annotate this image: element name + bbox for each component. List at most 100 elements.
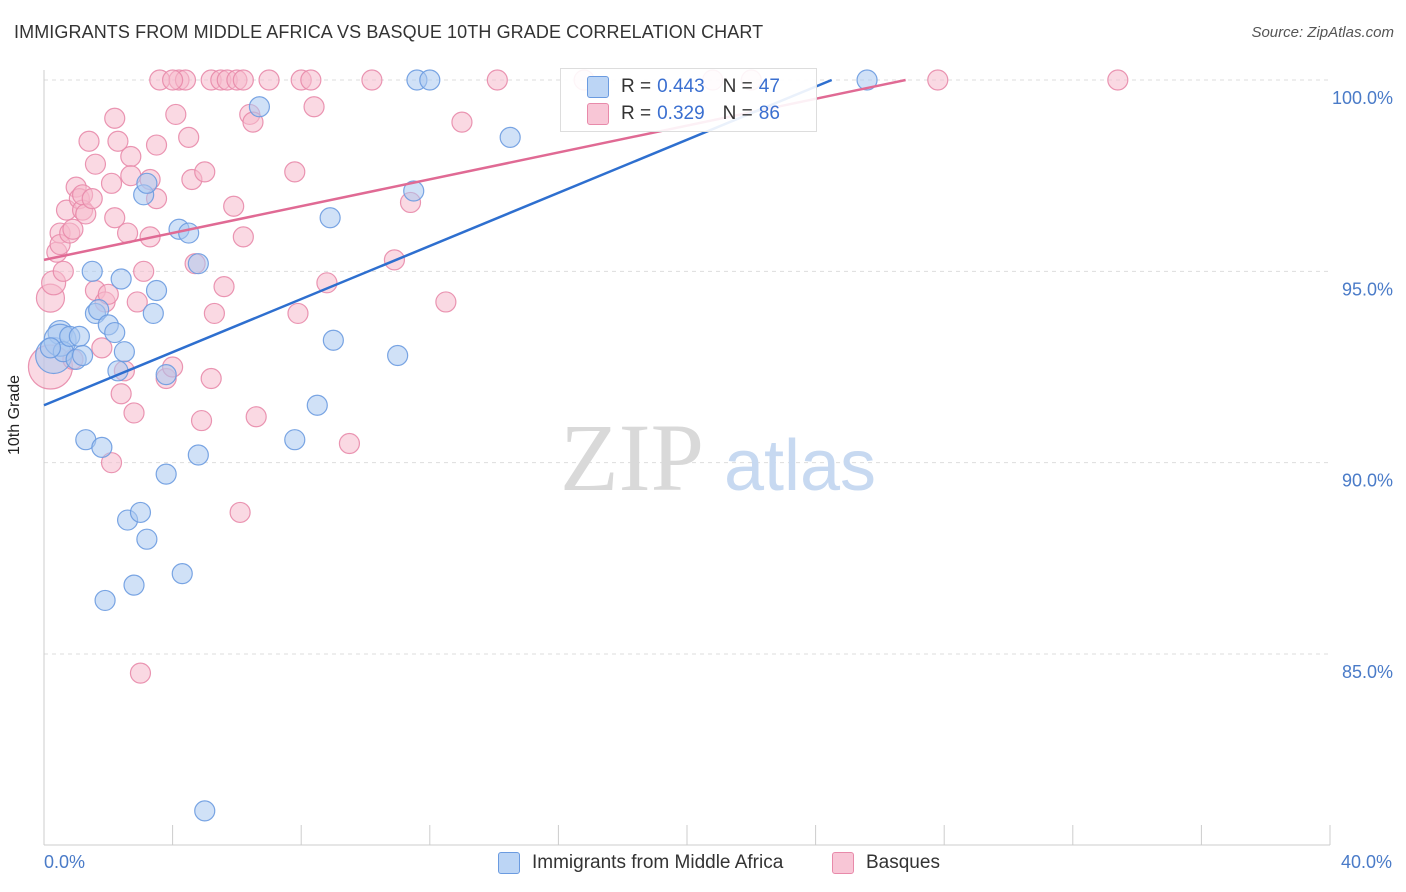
data-point <box>136 172 158 194</box>
data-point <box>104 321 126 344</box>
bottom-legend: Immigrants from Middle Africa Basques <box>0 852 1406 878</box>
legend-swatch-blue <box>587 76 609 98</box>
data-point <box>120 145 142 168</box>
data-point <box>94 589 116 612</box>
data-point <box>403 180 425 202</box>
data-point <box>100 172 123 194</box>
grid-lines <box>44 79 1330 655</box>
data-point <box>104 207 126 229</box>
data-point <box>129 662 152 684</box>
data-point <box>136 528 158 550</box>
data-point <box>1107 69 1129 91</box>
data-point <box>232 69 254 91</box>
data-point <box>78 130 100 152</box>
data-point <box>435 291 457 313</box>
data-point <box>52 260 74 282</box>
data-point <box>187 444 209 466</box>
x-axis-max-label: 40.0% <box>1340 852 1392 872</box>
bottom-legend-label: Basques <box>866 852 940 873</box>
data-point <box>319 207 341 229</box>
y-tick-label: 95.0% <box>1342 279 1393 299</box>
data-point <box>113 341 135 363</box>
y-tick-label: 85.0% <box>1342 662 1393 682</box>
data-point <box>155 364 177 386</box>
data-point <box>97 283 119 305</box>
legend-row-middle-africa: R = 0.443 N = 47 <box>587 74 780 100</box>
legend-n-label: N = <box>722 103 753 124</box>
watermark-zip: ZIP <box>560 404 704 511</box>
data-point <box>81 260 103 282</box>
data-point <box>107 130 129 152</box>
data-point <box>81 188 103 210</box>
data-point <box>338 432 361 455</box>
data-point <box>499 126 521 148</box>
data-point <box>145 279 168 302</box>
data-point <box>300 69 322 91</box>
data-point <box>133 260 155 282</box>
data-point <box>62 218 84 240</box>
data-point <box>110 383 132 405</box>
legend-r-value: 0.329 <box>657 103 705 124</box>
data-point <box>190 409 213 432</box>
bottom-legend-swatch-pink <box>832 852 854 874</box>
y-tick-label: 90.0% <box>1342 471 1393 491</box>
data-point <box>178 126 200 148</box>
x-axis-min-label: 0.0% <box>44 852 86 872</box>
legend-n-value: 47 <box>758 76 780 97</box>
data-point <box>486 69 508 91</box>
data-point <box>145 134 168 156</box>
data-point <box>194 800 216 822</box>
legend-r-value: 0.443 <box>657 76 705 97</box>
data-point <box>39 337 62 359</box>
legend-row-basques: R = 0.329 N = 86 <box>587 101 780 127</box>
data-point <box>856 69 878 91</box>
basques-points <box>27 69 1129 684</box>
data-point <box>927 69 949 91</box>
data-point <box>306 394 328 416</box>
y-tick-labels: 85.0% 90.0% 95.0% 100.0% <box>1332 88 1393 682</box>
data-point <box>361 69 383 91</box>
middle-africa-points <box>35 69 878 822</box>
data-point <box>284 429 306 451</box>
data-point <box>419 69 441 91</box>
watermark: ZIP atlas <box>560 404 876 511</box>
data-point <box>155 463 177 485</box>
data-point <box>84 153 107 175</box>
axes <box>43 70 1331 846</box>
legend-swatch-pink <box>587 103 609 125</box>
data-point <box>71 344 94 367</box>
data-point <box>213 276 235 298</box>
data-point <box>88 299 110 321</box>
data-point <box>200 367 222 390</box>
chart-title: IMMIGRANTS FROM MIDDLE AFRICA VS BASQUE … <box>14 22 764 42</box>
data-point <box>171 563 193 585</box>
watermark-atlas: atlas <box>724 426 876 506</box>
legend-n-value: 86 <box>758 103 780 124</box>
data-point <box>142 302 164 325</box>
data-point <box>104 107 126 129</box>
data-point <box>165 103 187 126</box>
source-label: Source: ZipAtlas.com <box>1251 24 1394 41</box>
bottom-legend-swatch-blue <box>498 852 520 874</box>
bottom-legend-label: Immigrants from Middle Africa <box>532 852 784 873</box>
data-point <box>123 574 145 596</box>
data-point <box>187 253 209 275</box>
middle-africa-trend-line <box>43 78 833 407</box>
data-point <box>303 96 325 118</box>
data-point <box>451 111 473 133</box>
data-point <box>229 501 251 524</box>
data-point <box>316 272 338 294</box>
legend: R = 0.443 N = 47 R = 0.329 N = 86 <box>560 68 817 132</box>
data-point <box>287 302 309 325</box>
data-point <box>110 268 132 290</box>
data-point <box>203 302 225 325</box>
data-point <box>284 161 306 183</box>
data-point <box>68 325 90 347</box>
data-point <box>248 96 271 118</box>
data-point <box>178 222 200 244</box>
data-point <box>91 436 113 458</box>
y-tick-label: 100.0% <box>1332 88 1393 108</box>
data-point <box>245 406 267 428</box>
legend-r-label: R = <box>621 76 652 97</box>
